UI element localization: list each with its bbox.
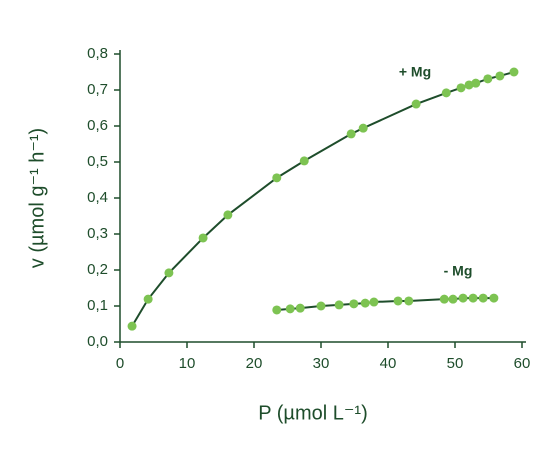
data-point <box>285 304 295 314</box>
data-point <box>448 294 458 304</box>
data-point <box>127 321 137 331</box>
y-tick-label: 0,5 <box>87 153 108 170</box>
x-tick-label: 30 <box>313 355 330 372</box>
data-point <box>369 297 379 307</box>
data-point <box>334 300 344 310</box>
x-tick-label: 20 <box>246 355 263 372</box>
series-line <box>276 297 494 311</box>
data-point <box>272 305 282 315</box>
data-point <box>468 293 478 303</box>
x-axis-title: P (µmol L⁻¹) <box>258 402 368 424</box>
data-point <box>441 88 451 98</box>
data-point <box>456 83 466 93</box>
data-point <box>349 299 359 309</box>
data-point <box>360 298 370 308</box>
x-tick-label: 60 <box>514 355 531 372</box>
data-point <box>164 268 174 278</box>
x-tick-label: 0 <box>116 355 124 372</box>
y-tick-label: 0,4 <box>87 189 108 206</box>
data-point <box>295 303 305 313</box>
data-point <box>495 71 505 81</box>
series-line <box>131 71 515 327</box>
data-point <box>404 296 414 306</box>
x-tick-label: 40 <box>380 355 397 372</box>
data-point <box>358 123 368 133</box>
y-tick-label: 0,1 <box>87 297 108 314</box>
series-label: - Mg <box>444 263 473 279</box>
data-point <box>299 156 309 166</box>
data-point <box>509 67 519 77</box>
y-tick-label: 0,0 <box>87 333 108 350</box>
data-point <box>489 293 499 303</box>
data-point <box>411 99 421 109</box>
data-point <box>483 74 493 84</box>
x-tick-label: 10 <box>179 355 196 372</box>
series-label: + Mg <box>399 64 431 80</box>
data-point <box>143 294 153 304</box>
data-point <box>272 173 282 183</box>
data-point <box>316 301 326 311</box>
data-point <box>439 294 449 304</box>
data-point <box>346 129 356 139</box>
x-tick-label: 50 <box>447 355 464 372</box>
y-tick-label: 0,3 <box>87 225 108 242</box>
y-tick-label: 0,7 <box>87 81 108 98</box>
data-point <box>478 293 488 303</box>
data-point <box>458 293 468 303</box>
y-tick-label: 0,8 <box>87 45 108 62</box>
data-point <box>471 78 481 88</box>
data-point <box>223 210 233 220</box>
data-point <box>198 233 208 243</box>
y-tick-label: 0,2 <box>87 261 108 278</box>
y-axis-title: v (µmol g⁻¹ h⁻¹) <box>26 128 48 268</box>
data-point <box>393 296 403 306</box>
y-tick-label: 0,6 <box>87 117 108 134</box>
